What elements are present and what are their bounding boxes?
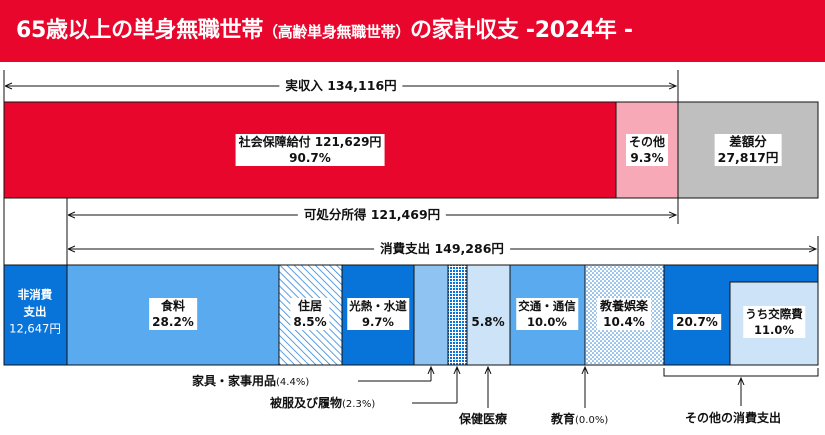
other-consumption-name: その他の消費支出 bbox=[685, 411, 782, 425]
clothing-block bbox=[447, 264, 468, 366]
education-pct: (0.0%) bbox=[575, 415, 609, 426]
furniture-block bbox=[413, 264, 449, 366]
social-security-amount: 社会保障給付 121,629円 bbox=[238, 135, 382, 149]
title-main-prefix: 65歳以上の単身無職世帯 bbox=[16, 18, 264, 43]
non-consumption-text2: 支出 bbox=[23, 304, 47, 319]
furniture-annotation: 家具・家事用品(4.4%) bbox=[192, 374, 309, 390]
housing-name: 住居 bbox=[297, 299, 322, 313]
non-consumption-text1: 非消費 bbox=[17, 287, 53, 302]
disposable-range-label: 可処分所得 121,469円 bbox=[297, 207, 447, 223]
deficit-name: 差額分 bbox=[729, 134, 767, 149]
non-consumption-value: 12,647円 bbox=[9, 321, 61, 336]
deficit-value: 27,817円 bbox=[717, 150, 779, 165]
deficit-label: 差額分 27,817円 bbox=[714, 134, 782, 166]
other-consumption-bracket bbox=[663, 368, 819, 377]
medical-label: 5.8% bbox=[468, 314, 507, 330]
housing-label: 住居 8.5% bbox=[290, 298, 330, 330]
education-name: 教育 bbox=[551, 412, 576, 426]
other-consumption-label: 20.7% bbox=[673, 314, 721, 330]
housing-pct: 8.5% bbox=[293, 315, 327, 329]
utilities-name: 光熱・水道 bbox=[349, 299, 407, 313]
culture-label: 教養娯楽 10.4% bbox=[596, 298, 652, 330]
social-security-label: 社会保障給付 121,629円 90.7% bbox=[235, 134, 385, 166]
other-consumption-pct: 20.7% bbox=[676, 315, 718, 329]
culture-pct: 10.4% bbox=[603, 315, 645, 329]
social-expense-pct: 11.0% bbox=[754, 323, 794, 337]
food-name: 食料 bbox=[160, 299, 186, 313]
transport-label: 交通・通信 10.0% bbox=[516, 298, 578, 330]
medical-annotation: 保健医療 bbox=[459, 412, 507, 426]
clothing-name: 被服及び履物 bbox=[270, 396, 343, 410]
food-label: 食料 28.2% bbox=[149, 298, 197, 330]
page-title: 65歳以上の単身無職世帯（高齢単身無職世帯）の家計収支 -2024年 - bbox=[0, 0, 825, 62]
clothing-pct: (2.3%) bbox=[342, 399, 376, 410]
social-expense-label: うち交際費 11.0% bbox=[743, 306, 805, 338]
furniture-pct: (4.4%) bbox=[276, 377, 310, 388]
transport-pct: 10.0% bbox=[527, 315, 567, 329]
education-annotation: 教育(0.0%) bbox=[551, 412, 608, 428]
income-range-label: 実収入 134,116円 bbox=[279, 78, 403, 94]
title-main-suffix: の家計収支 -2024年 - bbox=[410, 18, 633, 43]
furniture-name: 家具・家事用品 bbox=[192, 374, 277, 388]
other-income-label: その他 9.3% bbox=[625, 134, 669, 166]
other-income-name: その他 bbox=[628, 135, 666, 149]
culture-name: 教養娯楽 bbox=[599, 299, 649, 313]
other-income-pct: 9.3% bbox=[630, 151, 664, 165]
medical-name: 保健医療 bbox=[459, 412, 508, 426]
consumption-range-label: 消費支出 149,286円 bbox=[374, 241, 510, 257]
medical-pct: 5.8% bbox=[471, 315, 505, 329]
transport-name: 交通・通信 bbox=[518, 299, 576, 313]
other-consumption-annotation: その他の消費支出 bbox=[685, 411, 781, 425]
non-consumption-label: 非消費 支出 12,647円 bbox=[9, 287, 61, 338]
title-paren: （高齢単身無職世帯） bbox=[263, 23, 411, 41]
social-expense-name: うち交際費 bbox=[745, 307, 803, 321]
utilities-pct: 9.7% bbox=[362, 315, 394, 329]
food-pct: 28.2% bbox=[152, 315, 194, 329]
social-security-pct: 90.7% bbox=[289, 151, 331, 165]
utilities-label: 光熱・水道 9.7% bbox=[347, 298, 409, 330]
clothing-annotation: 被服及び履物(2.3%) bbox=[270, 396, 375, 412]
